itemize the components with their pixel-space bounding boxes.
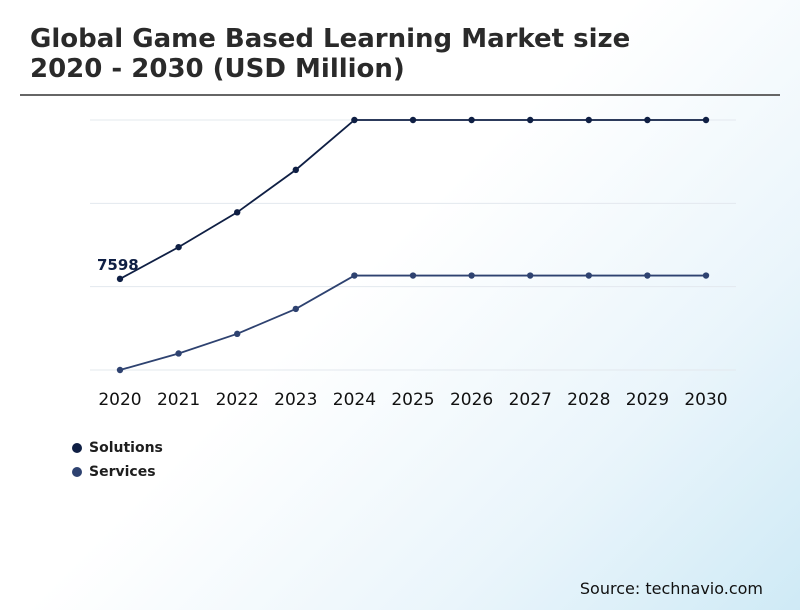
x-tick-label: 2021	[157, 390, 200, 410]
legend-item-services: Services	[72, 460, 163, 484]
legend-marker	[72, 467, 82, 477]
data-point-services-2023	[292, 305, 299, 313]
x-axis-ticks: 2020 2021 2022 2023 2024 2025 2026 2027 2028 2029…	[98, 390, 727, 410]
x-tick-label: 2027	[509, 390, 552, 410]
x-tick-label: 2024	[333, 390, 376, 410]
data-point-services-2028	[585, 272, 592, 279]
data-label: 7598	[97, 256, 139, 274]
data-point-services-2026	[468, 272, 475, 279]
data-point-solutions-2027	[527, 116, 534, 124]
data-point-solutions-2028	[585, 116, 592, 124]
legend: Solutions Services	[72, 436, 163, 484]
x-tick-label: 2028	[567, 390, 610, 410]
series-line-services	[119, 274, 706, 371]
chart-title-line-2: 2020 - 2030 (USD Million)	[30, 54, 405, 84]
x-tick-label: 2029	[626, 390, 669, 410]
data-labels: 7598	[97, 256, 139, 274]
x-tick-label: 2030	[684, 390, 727, 410]
data-point-solutions-2021	[175, 243, 182, 251]
data-point-solutions-2026	[468, 116, 475, 124]
data-point-services-2024	[351, 272, 358, 279]
data-point-services-2029	[644, 272, 651, 279]
data-point-solutions-2020	[116, 275, 124, 283]
x-tick-label: 2026	[450, 390, 493, 410]
series-lines	[119, 119, 706, 371]
title-divider	[20, 94, 780, 96]
data-point-solutions-2023	[292, 166, 299, 174]
legend-marker	[72, 443, 82, 453]
x-tick-label: 2025	[391, 390, 434, 410]
data-point-services-2030	[702, 272, 710, 279]
chart-title: Global Game Based Learning Market size 2…	[30, 24, 750, 84]
data-point-solutions-2024	[351, 116, 358, 124]
source-note: Source: technavio.com	[579, 579, 763, 598]
series-points	[116, 116, 710, 374]
legend-label: Services	[89, 464, 156, 480]
data-point-solutions-2030	[702, 116, 710, 124]
data-point-solutions-2025	[409, 116, 417, 124]
x-tick-label: 2020	[98, 390, 141, 410]
legend-item-solutions: Solutions	[72, 436, 163, 460]
data-point-services-2021	[175, 350, 182, 357]
x-tick-label: 2023	[274, 390, 317, 410]
data-point-services-2025	[409, 272, 417, 279]
data-point-services-2022	[234, 330, 241, 338]
data-point-services-2020	[116, 366, 124, 374]
data-point-solutions-2029	[644, 116, 651, 124]
x-tick-label: 2022	[216, 390, 259, 410]
grid-lines	[90, 119, 736, 371]
data-point-solutions-2022	[234, 209, 241, 216]
legend-label: Solutions	[89, 440, 163, 456]
series-line-solutions	[119, 119, 706, 280]
chart-title-line-1: Global Game Based Learning Market size	[30, 24, 631, 54]
data-point-services-2027	[527, 272, 534, 279]
